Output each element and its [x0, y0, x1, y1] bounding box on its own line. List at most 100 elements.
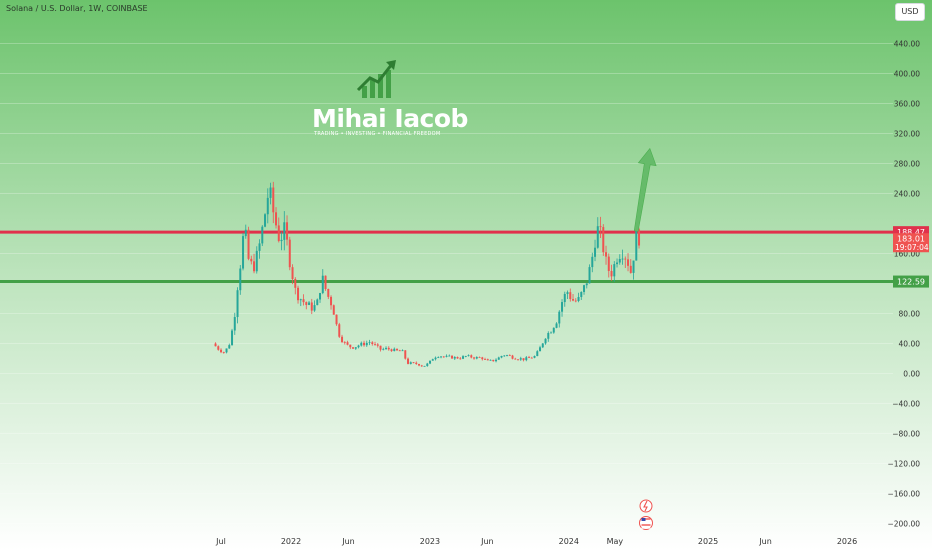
candle-body [453, 357, 456, 359]
price-tick-label: −80.00 [892, 430, 920, 439]
candle-body [629, 265, 632, 273]
candle-body [321, 275, 324, 294]
projection-arrow [633, 147, 657, 232]
candle-body [310, 302, 313, 311]
candle-body [319, 293, 322, 300]
watermark-tagline: TRADING • INVESTING • FINANCIAL FREEDOM [314, 131, 441, 137]
candle-body [409, 362, 412, 364]
lightning-glyph [643, 500, 648, 512]
candle-body [338, 324, 341, 337]
candle-body [374, 343, 377, 345]
candle-body [638, 229, 641, 246]
candle-body [330, 296, 333, 306]
candle-body [313, 305, 316, 311]
candle-body [412, 362, 415, 364]
support-badge [893, 275, 929, 288]
candle-body [401, 350, 404, 352]
candle-body [407, 358, 410, 364]
symbol-title: Solana / U.S. Dollar, 1W, COINBASE [6, 4, 148, 13]
candle-body [346, 342, 349, 345]
logo-chart-icon [356, 60, 396, 98]
candle-body [233, 317, 236, 331]
candle-body [239, 268, 242, 291]
candle-body [569, 292, 572, 300]
price-tick-label: 240.00 [894, 190, 920, 199]
candle-body [379, 345, 382, 350]
candle-body [228, 345, 231, 349]
candle-body [618, 258, 621, 263]
candle-body [236, 290, 239, 318]
candle-body [572, 299, 575, 301]
price-tick-label: −200.00 [887, 520, 920, 529]
candle-body [627, 259, 630, 266]
candle-body [316, 299, 319, 306]
candle-body [225, 348, 228, 353]
candle-body [544, 338, 547, 344]
candle-body [385, 347, 388, 349]
candle-body [459, 358, 462, 360]
time-tick-label: May [607, 537, 624, 546]
candle-body [467, 355, 470, 357]
currency-button[interactable]: USD [895, 3, 925, 21]
candle-body [596, 226, 599, 248]
countdown-label: 19:07:04 [895, 243, 929, 252]
candle-body [607, 256, 610, 271]
price-tick-label: 400.00 [894, 70, 920, 79]
last-price-label: 183.01 [897, 235, 925, 244]
candle-body [244, 229, 247, 237]
candle-body [492, 359, 495, 362]
candle-body [497, 357, 500, 360]
candle-body [621, 258, 624, 260]
candle-body [429, 360, 432, 364]
candle-body [464, 356, 467, 357]
candle-body [566, 292, 569, 294]
watermark-name: Mihai Iacob [312, 104, 468, 133]
price-axis[interactable]: 440.00 400.00 360.00 320.00 280.00 240.00 160.… [887, 0, 932, 550]
candle-body [255, 250, 258, 272]
candle-body [299, 299, 302, 301]
candle-body [616, 262, 619, 265]
lightning-event-icon[interactable] [639, 499, 653, 513]
time-axis[interactable]: Jul 2022 Jun 2023 Jun 2024 May 2025 Jun 2026 [215, 537, 857, 546]
candle-body [613, 264, 616, 277]
candle-body [632, 260, 635, 273]
candle-body [220, 349, 223, 353]
candle-body [580, 291, 583, 298]
candle-body [332, 305, 335, 315]
candle-body [552, 327, 555, 333]
candle-body [456, 357, 459, 359]
candle-body [577, 297, 580, 301]
candle-body [514, 358, 517, 360]
candle-body [508, 355, 511, 356]
candle-body [484, 359, 487, 360]
time-tick-label: 2026 [837, 537, 857, 546]
candle-body [368, 342, 371, 344]
price-tick-label: 280.00 [894, 160, 920, 169]
candle-body [588, 267, 591, 284]
price-tick-label: 80.00 [899, 310, 921, 319]
candle-body [451, 355, 454, 359]
candle-body [486, 359, 489, 361]
resistance-badge-label: 188.47 [897, 228, 925, 237]
candle-body [481, 357, 484, 360]
candle-body [415, 362, 418, 364]
candle-body [500, 355, 503, 358]
candle-body [506, 355, 509, 356]
event-markers[interactable] [639, 499, 653, 530]
candle-body [371, 342, 374, 344]
candle-body [517, 359, 520, 361]
support-badge-label: 122.59 [897, 278, 925, 287]
candle-body [354, 347, 357, 349]
candle-body [541, 343, 544, 348]
candle-body [437, 357, 440, 358]
flag-canton [641, 518, 646, 521]
last-price-badge [893, 233, 929, 253]
candle-body [563, 293, 566, 303]
candle-body [277, 225, 280, 242]
candle-body [635, 229, 638, 261]
candle-body [258, 243, 261, 251]
